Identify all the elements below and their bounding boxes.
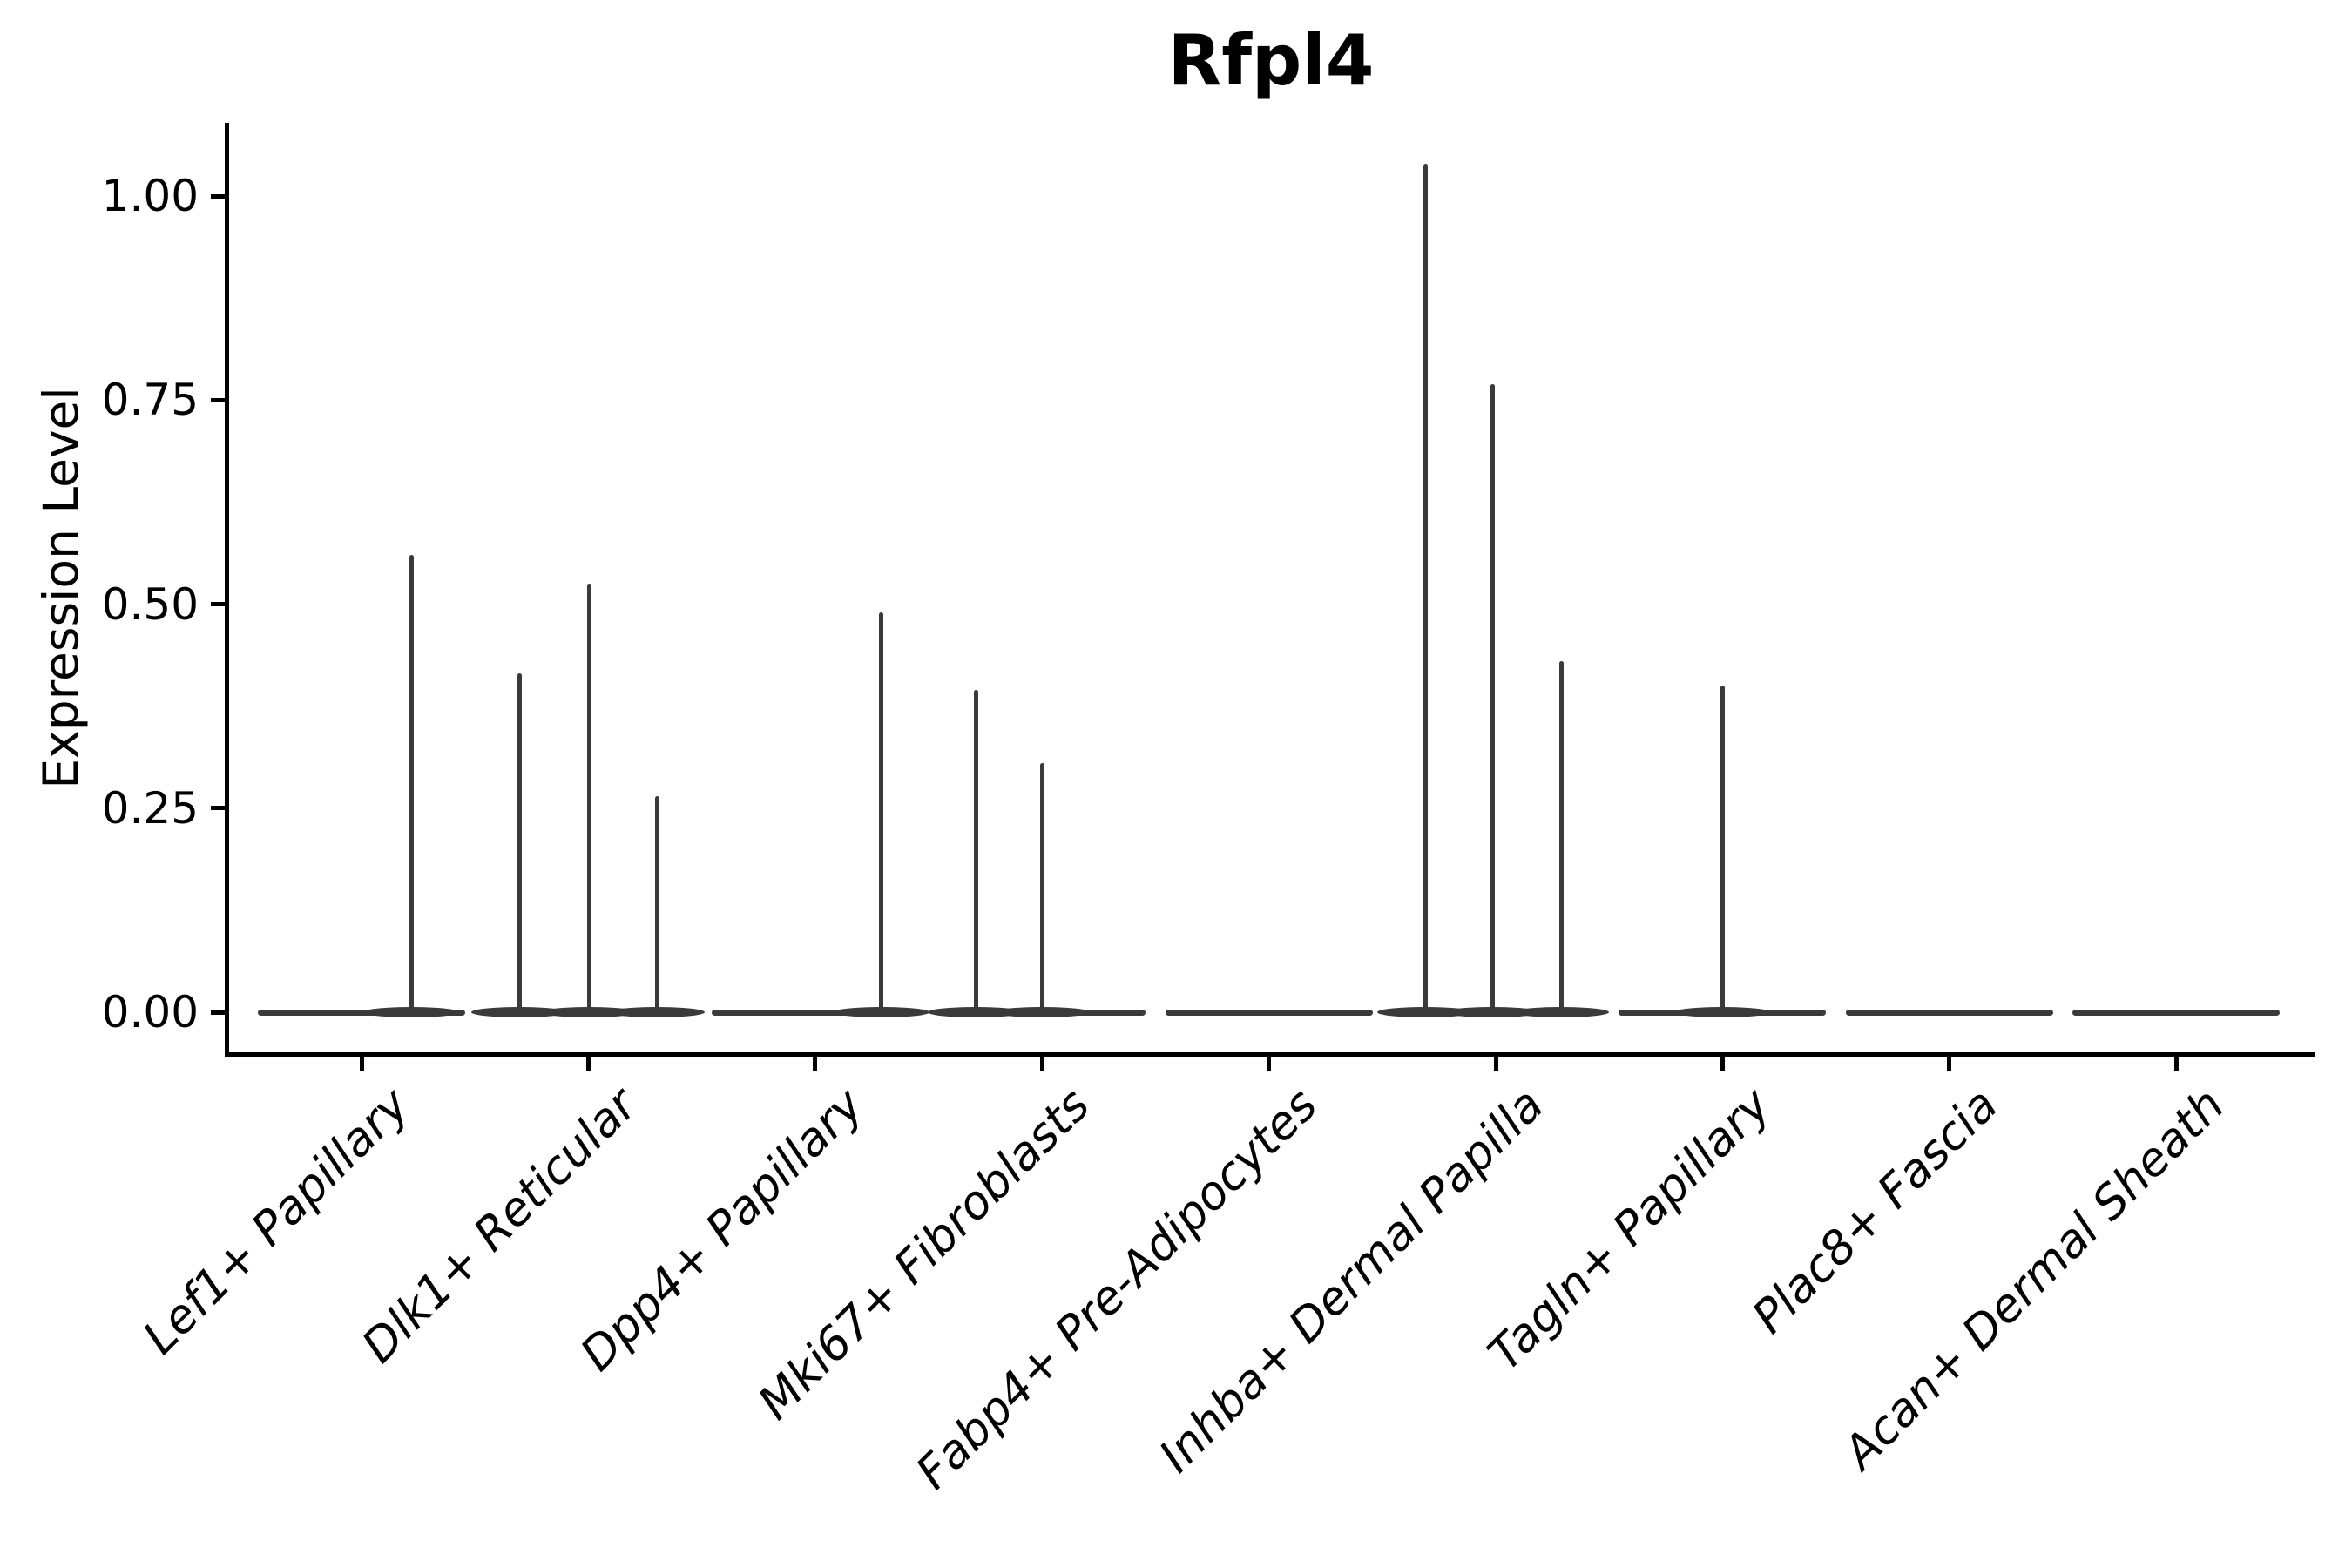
violin-spike [973, 689, 978, 1015]
x-tick-mark [359, 1056, 364, 1071]
x-tick-label: Plac8+ Fascia [1741, 1078, 2008, 1344]
violin-baseline [711, 1009, 919, 1016]
x-tick-mark [1720, 1056, 1725, 1071]
x-axis-spine [225, 1052, 2315, 1057]
y-tick-label: 0.00 [101, 987, 199, 1037]
y-tick-mark [211, 806, 226, 811]
violin-spike [879, 612, 884, 1015]
x-tick-mark [1267, 1056, 1272, 1071]
y-tick-label: 1.00 [101, 171, 199, 221]
violin-spike [409, 555, 414, 1015]
violin-baseline [2072, 1009, 2281, 1016]
violin-spike [1039, 763, 1044, 1015]
violin-spike [586, 584, 591, 1015]
violin-spike [1558, 661, 1564, 1015]
violin-baseline [1845, 1009, 2053, 1016]
y-tick-label: 0.25 [101, 782, 199, 834]
y-tick-mark [211, 602, 226, 606]
x-tick-mark [2173, 1056, 2179, 1071]
violin-spike [517, 673, 522, 1015]
y-tick-label: 0.75 [101, 375, 199, 426]
x-tick-mark [1493, 1056, 1498, 1071]
x-tick-label: Acan+ Dermal Sheath [1833, 1078, 2235, 1480]
y-tick-mark [211, 193, 226, 199]
x-tick-label: Fabp4+ Pre-Adipocytes [906, 1078, 1328, 1500]
y-tick-mark [211, 1010, 226, 1015]
violin-baseline [258, 1009, 465, 1016]
violin-spike [654, 795, 659, 1015]
y-tick-mark [211, 397, 226, 402]
violin-spike [1720, 686, 1725, 1015]
x-tick-mark [585, 1056, 591, 1071]
plot-title: Rfpl4 [1167, 20, 1375, 101]
y-tick-label: 0.50 [101, 578, 199, 630]
y-axis-spine [225, 123, 229, 1056]
x-tick-mark [813, 1056, 818, 1071]
x-tick-mark [1947, 1056, 1952, 1071]
x-tick-mark [1039, 1056, 1044, 1071]
violin-baseline [1165, 1009, 1373, 1016]
violin-baseline [1392, 1009, 1599, 1016]
violin-spike [1423, 163, 1428, 1015]
x-tick-label: Inhba+ Dermal Papilla [1149, 1078, 1555, 1484]
violin-spike [1490, 383, 1495, 1015]
